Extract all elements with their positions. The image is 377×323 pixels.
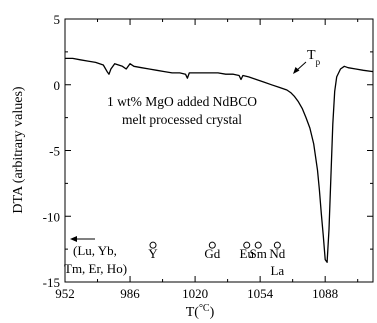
arrow-label-line-1: (Lu, Yb, xyxy=(73,243,117,258)
tp-label-main: T xyxy=(307,48,316,63)
left-arrow-head xyxy=(70,236,77,242)
series-line-0 xyxy=(65,57,374,263)
marker-circle xyxy=(149,241,157,249)
x-tick-label: 986 xyxy=(120,286,140,301)
marker-label: Y xyxy=(148,246,158,261)
tp-label-subscript: p xyxy=(316,57,321,67)
x-axis-label-main: T( xyxy=(186,305,200,320)
x-ticks: 952 986 1020 1054 1088 xyxy=(55,19,359,301)
y-tick-label: 5 xyxy=(54,12,61,27)
marker-label: La xyxy=(270,263,284,278)
x-axis-label-unit: °C xyxy=(199,303,210,314)
x-tick-label: 1088 xyxy=(312,286,338,301)
x-axis-label: T(°C) xyxy=(186,303,215,320)
marker-circle xyxy=(208,241,216,249)
x-tick-label: 1054 xyxy=(247,286,274,301)
x-tick-label: 1020 xyxy=(182,286,208,301)
annotation-line-2: melt processed crystal xyxy=(122,112,242,127)
tp-label: Tp xyxy=(307,48,321,67)
marker-label: Gd xyxy=(204,246,220,261)
y-tick-label: -15 xyxy=(43,275,60,290)
x-tick-label: 952 xyxy=(55,286,75,301)
marker-label: Nd xyxy=(269,246,285,261)
marker-circle xyxy=(273,241,281,249)
y-tick-label: -10 xyxy=(43,209,60,224)
series-group xyxy=(65,57,374,263)
marker-circle xyxy=(254,241,262,249)
y-axis-label: DTA (arbitrary values) xyxy=(11,86,26,214)
y-tick-label: 0 xyxy=(54,78,61,93)
y-tick-label: -5 xyxy=(49,144,60,159)
marker-label: Sm xyxy=(250,246,267,261)
x-axis-label-close: ) xyxy=(210,305,215,320)
marker-circle xyxy=(243,241,251,249)
marker-label: Eu xyxy=(240,246,255,261)
annotation-line-1: 1 wt% MgO added NdBCO xyxy=(107,94,257,109)
y-ticks: 5 0 -5 -10 -15 xyxy=(43,12,373,290)
tp-arrow-head xyxy=(293,67,300,74)
arrow-label-line-2: Tm, Er, Ho) xyxy=(64,261,127,276)
